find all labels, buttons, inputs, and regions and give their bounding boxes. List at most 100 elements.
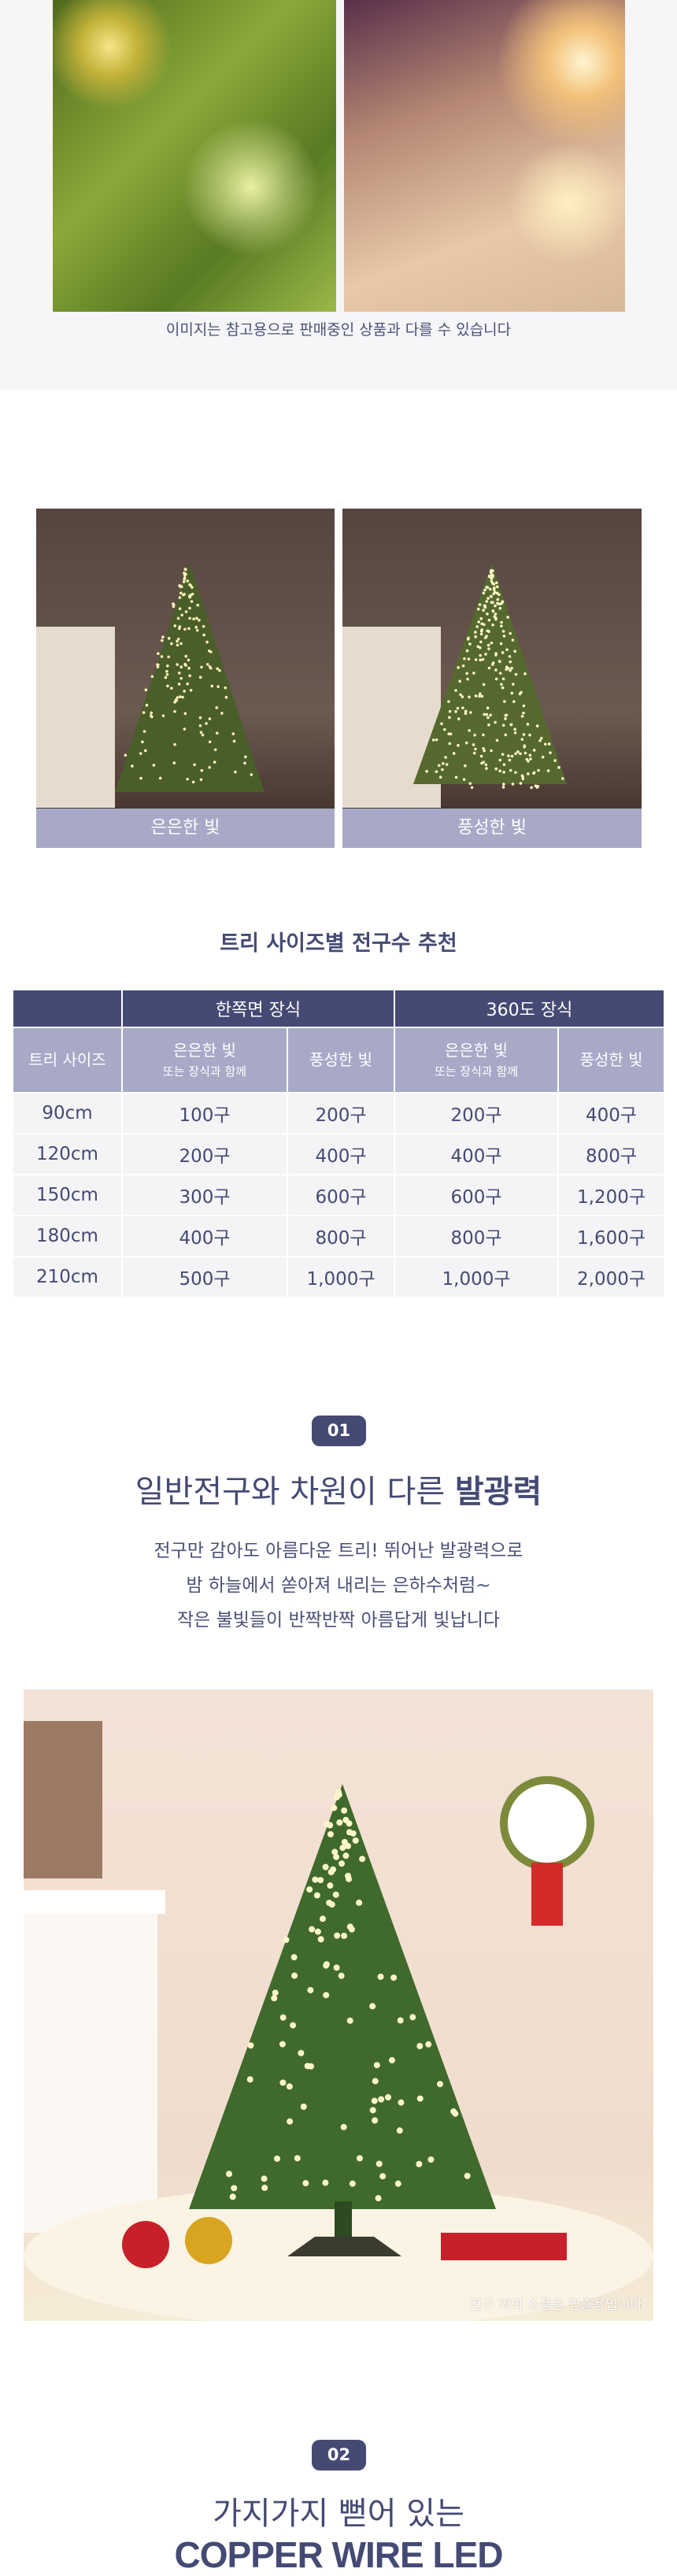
light-dot (494, 613, 498, 616)
light-dot (521, 777, 525, 781)
light-dot (323, 1992, 330, 1999)
light-dot (505, 713, 509, 717)
bulb-count-table: 한쪽면 장식 360도 장식 트리 사이즈 은은한 빛 또는 장식과 함께 풍성한… (12, 989, 666, 1298)
light-dot (369, 2003, 376, 2010)
light-dot (160, 655, 164, 658)
light-dot (283, 1936, 290, 1943)
light-dot (184, 654, 188, 658)
light-dot (454, 710, 457, 713)
light-dot (507, 754, 510, 757)
light-dot (167, 655, 171, 659)
image-disclaimer: 이미지는 참고용으로 판매중인 상품과 다를 수 있습니다 (165, 321, 512, 339)
light-dot (501, 600, 505, 603)
light-dot (527, 760, 530, 763)
light-dot (195, 628, 199, 632)
light-dot (181, 695, 184, 699)
cell-all-soft: 600구 (394, 1174, 560, 1216)
light-dot (298, 2049, 305, 2056)
rich-light-tree-photo: 풍성한 빛 (342, 509, 642, 848)
light-dot (543, 742, 547, 746)
light-dot (179, 695, 182, 698)
light-dot (291, 1972, 298, 1979)
light-dot (359, 1856, 366, 1863)
light-dot (435, 738, 438, 742)
light-dot (378, 2096, 385, 2103)
description-line: 전구만 감아도 아름다운 트리! 뛰어난 발광력으로 (154, 1541, 523, 1561)
light-dot (498, 769, 501, 773)
light-dot (487, 723, 490, 727)
light-dot (183, 627, 187, 631)
light-dot (478, 694, 481, 698)
light-dot (173, 742, 176, 746)
light-dot (441, 768, 444, 772)
light-dot (494, 616, 498, 620)
light-dot (195, 616, 198, 620)
tree-illustration (24, 1721, 653, 2321)
cell-all-rich: 2,000구 (557, 1256, 666, 1298)
cell-all-soft: 800구 (394, 1215, 560, 1257)
light-dot (467, 636, 470, 640)
cell-size: 180cm (12, 1215, 123, 1257)
light-dot (464, 741, 468, 745)
light-dot (518, 692, 522, 696)
light-dot (479, 754, 483, 758)
light-dot (510, 754, 514, 758)
light-dot (538, 738, 542, 742)
light-dot (341, 1932, 348, 1939)
light-dot (232, 739, 236, 743)
cell-size: 150cm (12, 1174, 123, 1216)
light-dot (170, 642, 173, 646)
light-dot (479, 658, 483, 662)
light-dot (333, 1964, 340, 1971)
cell-size: 120cm (12, 1133, 123, 1175)
light-dot (208, 665, 212, 668)
light-dot (468, 782, 472, 786)
light-dot (224, 695, 228, 699)
light-dot (498, 606, 502, 610)
light-dot (193, 763, 196, 767)
light-dot (346, 1923, 353, 1930)
light-dot (234, 770, 237, 774)
light-dot (547, 742, 551, 746)
light-dot (416, 2042, 424, 2049)
cell-size: 90cm (12, 1092, 123, 1134)
light-dot (486, 716, 490, 720)
light-dot (352, 1837, 359, 1844)
light-dot (480, 628, 483, 631)
light-dot (150, 715, 154, 719)
light-dot (482, 683, 486, 687)
table-row: 150cm 300구 600구 600구 1,200구 (12, 1174, 666, 1216)
light-dot (161, 714, 165, 717)
light-dot (327, 1822, 334, 1829)
light-dot (476, 645, 480, 649)
light-dot (489, 594, 493, 598)
light-dot (483, 588, 486, 592)
light-dot (142, 711, 146, 714)
light-dot (464, 712, 468, 716)
light-dot (457, 666, 460, 669)
light-dot (445, 763, 449, 766)
light-dot (431, 738, 435, 742)
light-dot (182, 580, 186, 583)
light-dot (176, 643, 179, 647)
light-dot (495, 585, 499, 589)
light-dot (231, 2185, 238, 2192)
light-dot (152, 764, 156, 767)
light-dot (314, 1928, 321, 1935)
light-dot (165, 672, 169, 676)
light-dot (509, 631, 512, 635)
light-dot (157, 663, 160, 667)
light-dot (215, 731, 219, 735)
heading-bold: 발광력 (454, 1474, 542, 1510)
light-dot (205, 722, 208, 725)
light-dot (464, 709, 468, 713)
table-row: 210cm 500구 1,000구 1,000구 2,000구 (12, 1256, 666, 1298)
light-dot (332, 1891, 339, 1898)
light-dot (338, 1860, 346, 1867)
light-dot (526, 723, 530, 726)
light-dot (496, 598, 500, 601)
light-dot (509, 768, 512, 772)
light-dot (474, 747, 477, 751)
light-dot (477, 620, 480, 624)
light-dot (246, 2076, 253, 2083)
